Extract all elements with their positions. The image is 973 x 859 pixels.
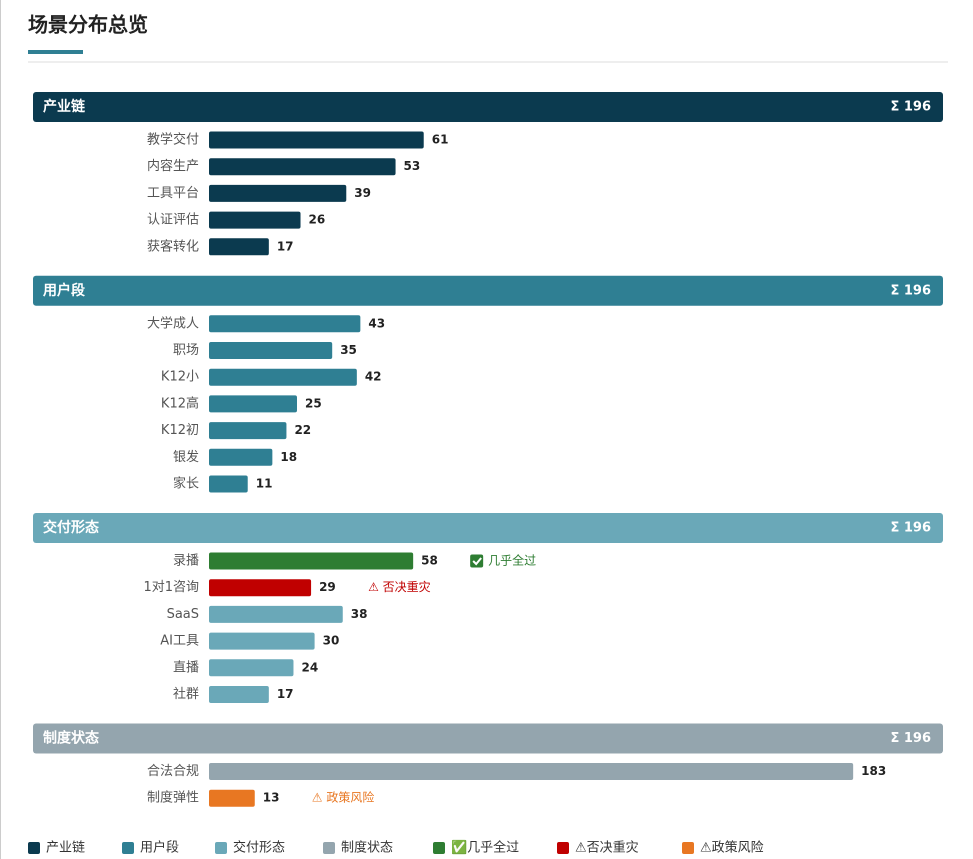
- section-header: [33, 723, 943, 754]
- bar: [209, 184, 347, 202]
- bar-value: 61: [432, 133, 449, 147]
- item-label: 获客转化: [147, 238, 199, 254]
- bar: [209, 342, 333, 359]
- legend-swatch: [215, 842, 227, 854]
- legend-label: ✅几乎全过: [451, 840, 519, 856]
- bar: [209, 475, 248, 493]
- bar: [209, 763, 854, 780]
- item-note: 几乎全过: [488, 553, 536, 568]
- section-total: Σ 196: [890, 731, 931, 746]
- item-note: ⚠ 政策风险: [312, 790, 375, 805]
- bar-value: 13: [263, 791, 280, 805]
- check-mark: [472, 557, 482, 566]
- bar-value: 18: [280, 450, 297, 464]
- item-label: 银发: [173, 449, 199, 465]
- item-label: 工具平台: [147, 186, 199, 201]
- bar-value: 42: [365, 370, 382, 384]
- item-label: 直播: [173, 660, 199, 675]
- bar-value: 25: [305, 396, 322, 410]
- bar: [209, 579, 312, 597]
- legend-label: 用户段: [140, 840, 179, 856]
- bar: [209, 158, 396, 176]
- bar: [209, 211, 301, 229]
- bar: [209, 448, 273, 466]
- bar-value: 29: [319, 580, 336, 594]
- bar-value: 24: [301, 660, 318, 674]
- page-title: 场景分布总览: [28, 13, 148, 37]
- bar-value: 183: [861, 764, 886, 778]
- bar: [209, 659, 294, 677]
- item-label: AI工具: [160, 634, 199, 649]
- bar-value: 26: [309, 213, 326, 227]
- bar-value: 35: [340, 343, 357, 357]
- legend-swatch: [122, 842, 134, 854]
- bar: [209, 238, 269, 256]
- legend-swatch: [433, 842, 445, 854]
- section-name: 制度状态: [43, 730, 99, 747]
- bar: [209, 632, 315, 650]
- bar-value: 38: [351, 607, 368, 621]
- item-label: K12小: [161, 370, 199, 385]
- bar-value: 58: [421, 554, 438, 568]
- legend-swatch: [557, 842, 569, 854]
- bar: [209, 315, 361, 333]
- legend-label: 产业链: [46, 841, 85, 856]
- item-label: 教学交付: [147, 132, 199, 148]
- legend-swatch: [682, 842, 694, 854]
- bar-value: 39: [354, 186, 371, 200]
- legend-label: 交付形态: [233, 840, 285, 856]
- bar: [209, 605, 343, 623]
- section-name: 用户段: [43, 282, 85, 299]
- bar: [209, 552, 414, 570]
- item-label: 录播: [173, 554, 199, 569]
- item-label: 合法合规: [147, 764, 199, 779]
- bar-value: 17: [277, 239, 294, 253]
- bar-value: 53: [404, 159, 421, 173]
- item-label: SaaS: [167, 607, 199, 622]
- check-icon: [470, 554, 484, 568]
- item-label: 内容生产: [147, 158, 199, 174]
- item-note: ⚠ 否决重灾: [368, 579, 431, 594]
- section-total: Σ 196: [890, 283, 931, 298]
- title-accent: [28, 50, 83, 54]
- bar: [209, 368, 357, 386]
- bar: [209, 686, 269, 703]
- legend-label: ⚠否决重灾: [575, 840, 639, 856]
- item-label: K12高: [161, 395, 199, 411]
- item-label: 制度弹性: [147, 790, 199, 806]
- bar: [209, 789, 255, 807]
- legend-label: ⚠政策风险: [700, 840, 764, 856]
- item-label: 家长: [173, 476, 199, 492]
- section-header: [33, 92, 943, 122]
- legend-swatch: [28, 842, 40, 854]
- bar-value: 11: [256, 477, 273, 491]
- bar-value: 43: [368, 316, 385, 330]
- section-header: [33, 513, 943, 543]
- bar: [209, 422, 287, 440]
- bar-value: 17: [277, 687, 294, 701]
- bar-value: 22: [294, 423, 311, 437]
- item-label: 认证评估: [147, 213, 199, 228]
- section-header: [33, 275, 943, 306]
- legend-label: 制度状态: [341, 840, 393, 856]
- section-name: 交付形态: [43, 519, 99, 536]
- legend-swatch: [323, 842, 335, 854]
- section-name: 产业链: [43, 98, 86, 115]
- section-total: Σ 196: [890, 521, 931, 536]
- bar-value: 30: [323, 634, 340, 648]
- item-label: K12初: [161, 423, 199, 438]
- item-label: 1对1咨询: [143, 580, 199, 595]
- item-label: 大学成人: [147, 315, 199, 331]
- item-label: 社群: [173, 686, 199, 702]
- item-label: 职场: [173, 343, 199, 358]
- section-total: Σ 196: [890, 100, 931, 115]
- bar: [209, 131, 424, 149]
- bar: [209, 395, 297, 413]
